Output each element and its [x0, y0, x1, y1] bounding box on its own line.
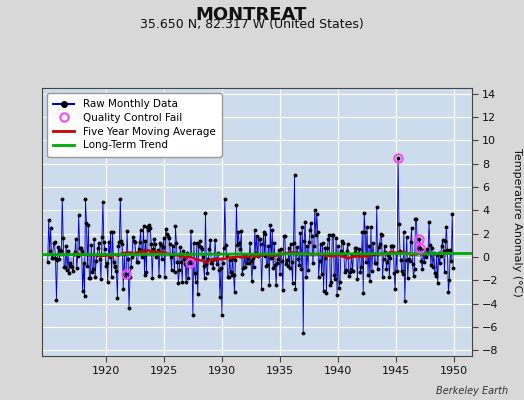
Text: MONTREAT: MONTREAT — [196, 6, 307, 24]
Text: 35.650 N, 82.317 W (United States): 35.650 N, 82.317 W (United States) — [139, 18, 364, 31]
Legend: Raw Monthly Data, Quality Control Fail, Five Year Moving Average, Long-Term Tren: Raw Monthly Data, Quality Control Fail, … — [47, 93, 222, 157]
Y-axis label: Temperature Anomaly (°C): Temperature Anomaly (°C) — [512, 148, 522, 296]
Text: Berkeley Earth: Berkeley Earth — [436, 386, 508, 396]
